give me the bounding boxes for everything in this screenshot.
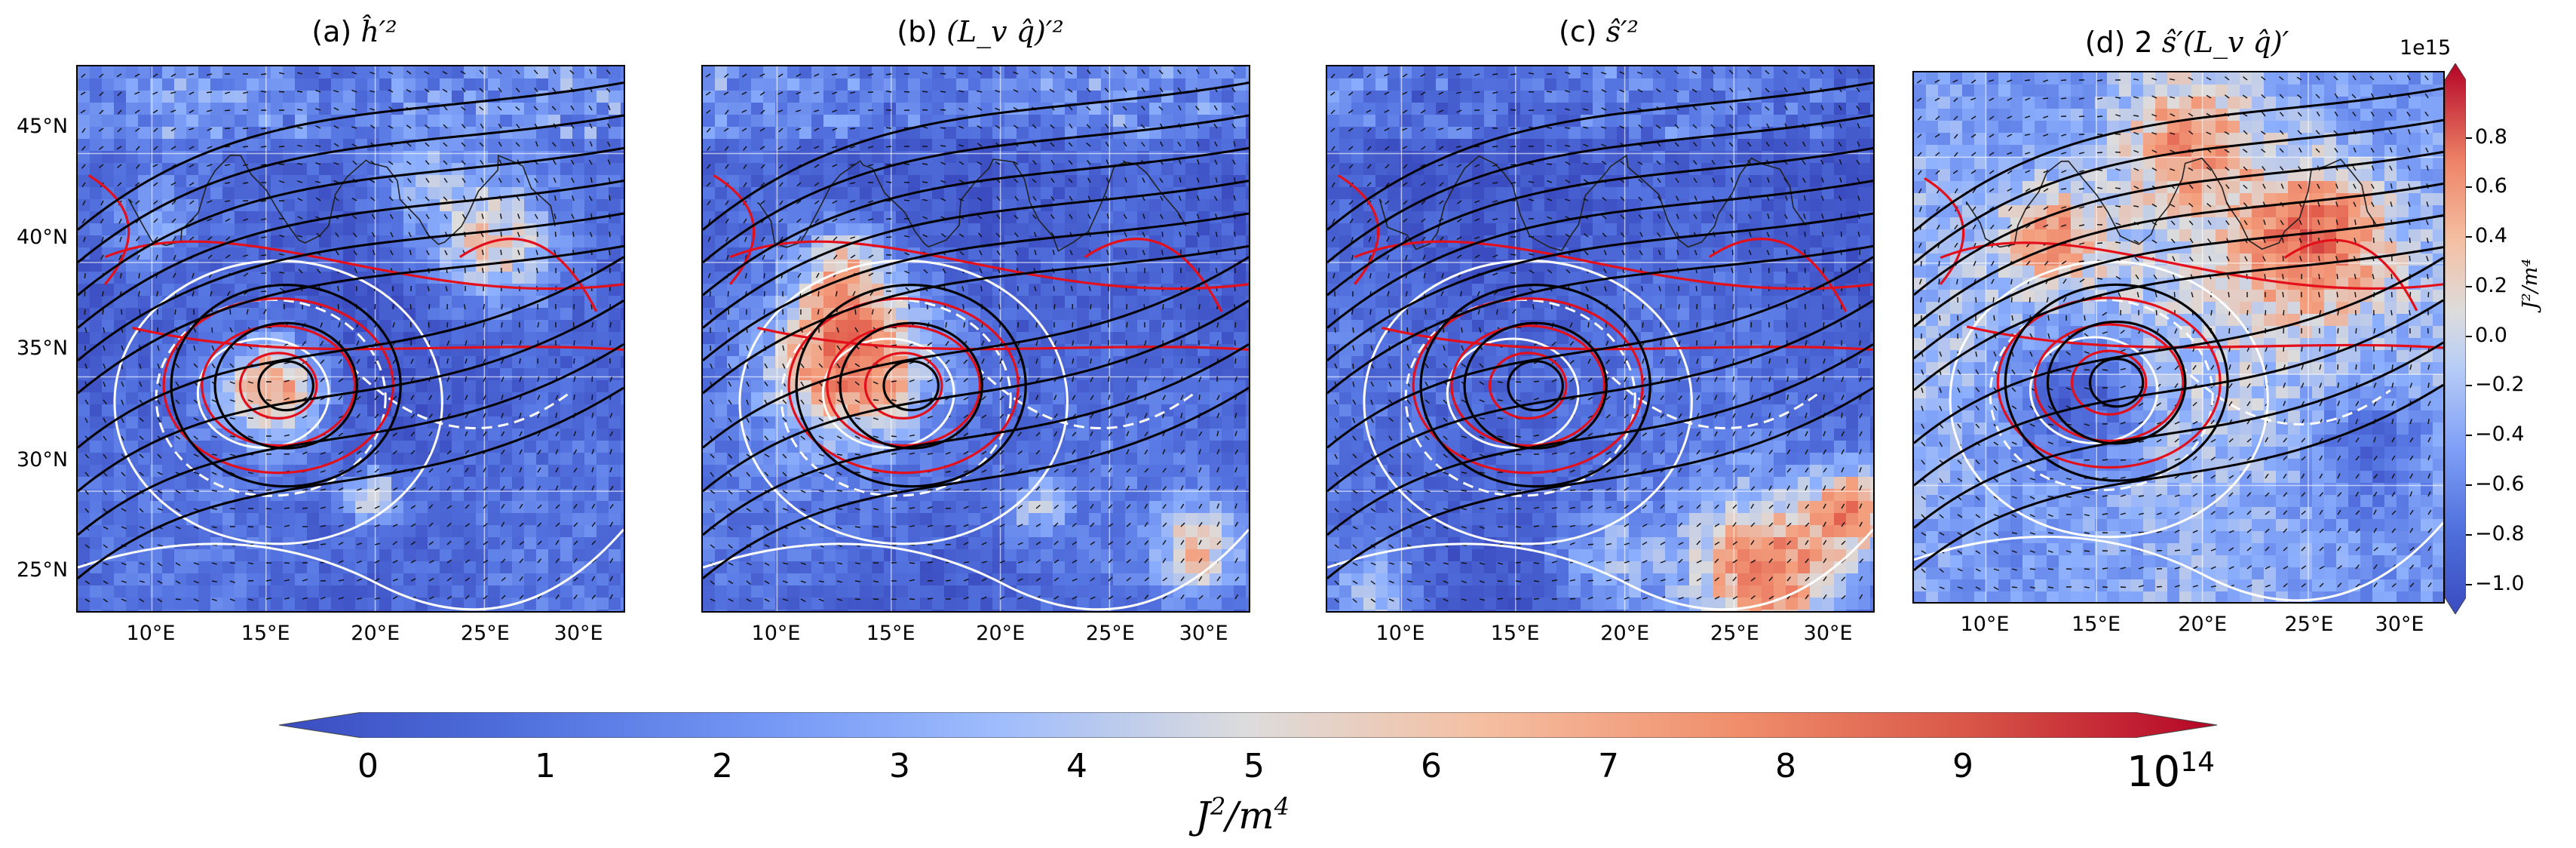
cbv-tick-mark — [2466, 336, 2472, 337]
cb-tick-4: 4 — [1066, 747, 1087, 785]
lon-tick-label: 10°E — [126, 622, 176, 645]
lon-tick-label: 30°E — [1803, 622, 1853, 645]
lon-tick-label: 25°E — [1710, 622, 1759, 645]
cb-tick-8: 8 — [1775, 747, 1796, 785]
lat-tick-30: 30°N — [17, 448, 69, 472]
cb-tick-3: 3 — [889, 747, 910, 785]
map-a-field — [78, 66, 624, 611]
panel-d-title: (d) 2 ŝ′(L_v q̂)′ — [2084, 26, 2289, 59]
lon-tick-label: 20°E — [351, 622, 400, 645]
map-panel-c — [1326, 65, 1875, 613]
colorbar-exponent: 1014 — [2127, 747, 2216, 797]
cbv-tick-label: −0.4 — [2475, 422, 2525, 446]
cbv-label: J²/m⁴ — [2519, 258, 2542, 309]
cb-tick-7: 7 — [1598, 747, 1619, 785]
cbv-tick-mark — [2466, 186, 2472, 188]
cb-tick-0: 0 — [357, 747, 379, 785]
cbv-tick-label: 0.4 — [2475, 224, 2507, 247]
panel-b-title: (b) (L_v q̂)′² — [897, 15, 1064, 48]
cbv-tick-mark — [2466, 534, 2472, 536]
cbv-tick-label: −0.2 — [2475, 373, 2525, 396]
colorbar-horizontal-bar — [279, 712, 2217, 738]
lon-tick-label: 10°E — [1960, 613, 2010, 636]
lon-tick-label: 25°E — [1085, 622, 1135, 645]
lon-tick-label: 15°E — [241, 622, 290, 645]
cbv-tick-label: 0.8 — [2475, 125, 2507, 149]
lon-tick-label: 30°E — [2375, 613, 2424, 636]
cbv-tick-label: −1.0 — [2475, 572, 2525, 595]
map-c-field — [1327, 66, 1873, 611]
cbv-tick-mark — [2466, 435, 2472, 436]
cbv-tick-label: −0.6 — [2475, 472, 2525, 496]
lon-tick-label: 10°E — [751, 622, 801, 645]
lat-tick-35: 35°N — [17, 336, 69, 360]
cb-tick-1: 1 — [535, 747, 556, 785]
lon-tick-label: 25°E — [2284, 613, 2334, 636]
panel-c-title: (c) ŝ′² — [1559, 15, 1639, 48]
cbv-tick-mark — [2466, 385, 2472, 386]
colorbar-label: J2/m4 — [1195, 792, 1290, 837]
lon-tick-label: 15°E — [2072, 613, 2121, 636]
map-panel-d — [1912, 71, 2445, 604]
cb-tick-2: 2 — [712, 747, 733, 785]
cbv-tick-mark — [2466, 137, 2472, 139]
cbv-offset: 1e15 — [2400, 36, 2452, 60]
lon-tick-label: 10°E — [1375, 622, 1425, 645]
cbv-tick-label: 0.0 — [2475, 324, 2507, 347]
map-b-field — [703, 66, 1249, 611]
cb-tick-9: 9 — [1952, 747, 1973, 785]
panel-a-title: (a) ĥ′² — [311, 15, 397, 48]
colorbar-vertical-bar — [2445, 63, 2466, 614]
map-d-field — [1914, 72, 2443, 602]
lon-tick-label: 20°E — [1600, 622, 1650, 645]
lon-tick-label: 25°E — [460, 622, 510, 645]
lon-tick-label: 15°E — [866, 622, 915, 645]
cbv-tick-label: 0.2 — [2475, 274, 2507, 297]
lon-tick-label: 20°E — [976, 622, 1026, 645]
map-panel-b — [701, 65, 1250, 613]
cbv-tick-mark — [2466, 236, 2472, 238]
lon-tick-label: 30°E — [1179, 622, 1228, 645]
cbv-tick-mark — [2466, 484, 2472, 486]
lat-tick-45: 45°N — [17, 115, 69, 138]
lon-tick-label: 30°E — [554, 622, 603, 645]
lon-tick-label: 15°E — [1490, 622, 1540, 645]
cbv-tick-mark — [2466, 584, 2472, 585]
lat-tick-40: 40°N — [17, 226, 69, 249]
lat-tick-25: 25°N — [17, 558, 69, 582]
cbv-tick-mark — [2466, 286, 2472, 287]
cb-tick-6: 6 — [1421, 747, 1442, 785]
cb-tick-5: 5 — [1244, 747, 1265, 785]
map-panel-a — [76, 65, 625, 613]
lon-tick-label: 20°E — [2178, 613, 2228, 636]
cbv-tick-label: 0.6 — [2475, 174, 2507, 198]
cbv-tick-label: −0.8 — [2475, 522, 2525, 545]
